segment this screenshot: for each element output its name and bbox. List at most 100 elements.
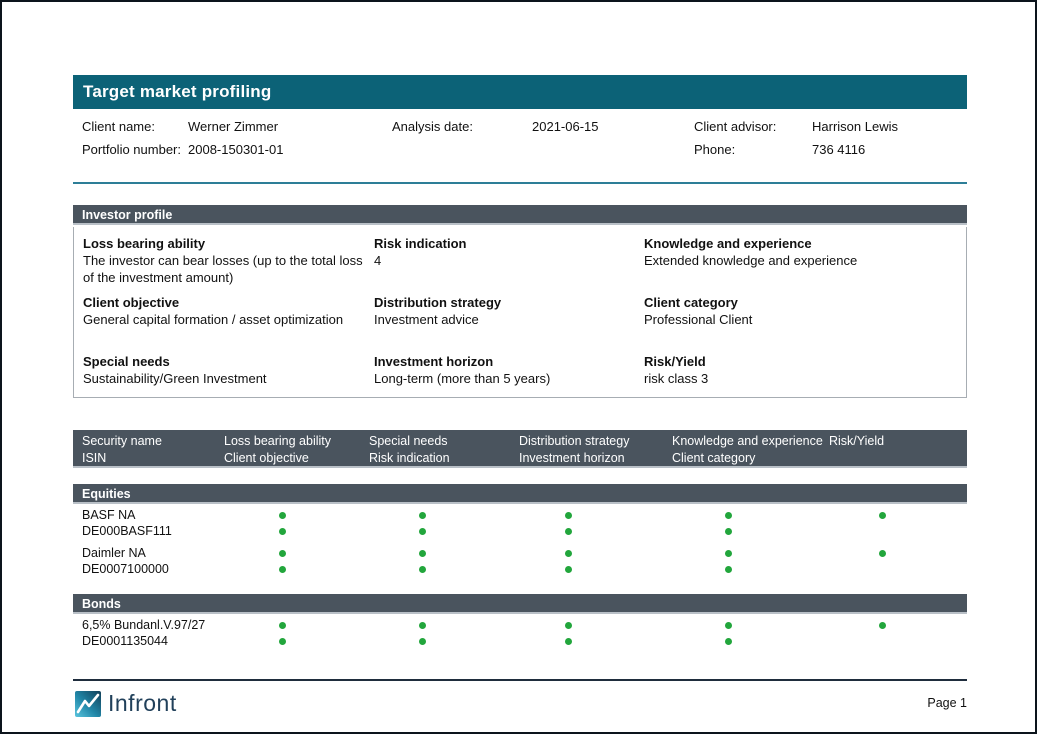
column-label: Security name xyxy=(82,434,162,448)
match-dot xyxy=(725,566,732,573)
field-label: Loss bearing ability xyxy=(83,236,206,251)
analysis-date-label: Analysis date: xyxy=(392,119,473,134)
match-dot xyxy=(565,566,572,573)
security-isin: DE000BASF111 xyxy=(82,524,172,538)
bonds-rows: 6,5% Bundanl.V.97/27 DE0001135044 xyxy=(73,618,967,658)
client-info-row: Client name: Werner Zimmer Analysis date… xyxy=(73,119,967,135)
column-label: Loss bearing ability xyxy=(224,434,332,448)
brand-logo: Infront xyxy=(75,690,177,717)
field-value: Extended knowledge and experience xyxy=(644,253,858,268)
field-label: Knowledge and experience xyxy=(644,236,812,251)
field-value: The investor can bear losses (up to the … xyxy=(83,253,363,285)
field-value: Sustainability/Green Investment xyxy=(83,371,267,386)
page-title: Target market profiling xyxy=(73,75,967,109)
infront-logo-icon xyxy=(75,690,101,717)
analysis-date-value: 2021-06-15 xyxy=(532,119,599,134)
security-name: Daimler NA xyxy=(82,546,146,560)
match-dot xyxy=(565,622,572,629)
column-label: Investment horizon xyxy=(519,451,625,465)
match-dot xyxy=(725,622,732,629)
bonds-group-header: Bonds xyxy=(73,594,967,614)
match-dot xyxy=(279,622,286,629)
field-risk-indication: Risk indication 4 xyxy=(374,235,634,269)
column-label: Knowledge and experience xyxy=(672,434,823,448)
dot-line xyxy=(73,550,967,558)
field-investment-horizon: Investment horizon Long-term (more than … xyxy=(374,353,634,387)
field-value: Professional Client xyxy=(644,312,753,327)
match-dot xyxy=(419,638,426,645)
portfolio-number-label: Portfolio number: xyxy=(82,142,181,157)
security-name: 6,5% Bundanl.V.97/27 xyxy=(82,618,206,632)
footer: Infront Page 1 xyxy=(73,688,967,728)
table-row: Daimler NA DE0007100000 xyxy=(73,546,967,580)
equities-group-header: Equities xyxy=(73,484,967,504)
equities-rows: BASF NA DE000BASF111 Daimler NA DE000710… xyxy=(73,508,967,588)
phone-value: 736 4116 xyxy=(812,142,866,157)
column-label: Client objective xyxy=(224,451,309,465)
match-dot xyxy=(279,512,286,519)
table-row: 6,5% Bundanl.V.97/27 DE0001135044 xyxy=(73,618,967,652)
footer-divider xyxy=(73,679,967,681)
security-isin: DE0001135044 xyxy=(82,634,168,648)
client-info-row: Portfolio number: 2008-150301-01 Phone: … xyxy=(73,142,967,158)
match-dot xyxy=(565,512,572,519)
field-label: Client objective xyxy=(83,295,180,310)
match-dot xyxy=(725,550,732,557)
report-content: Target market profiling Client name: Wer… xyxy=(73,75,967,732)
dot-line xyxy=(73,512,967,520)
column-label: Client category xyxy=(672,451,756,465)
dot-line xyxy=(73,566,967,574)
field-label: Special needs xyxy=(83,354,170,369)
security-name: BASF NA xyxy=(82,508,136,522)
match-dot xyxy=(879,512,886,519)
match-dot xyxy=(879,622,886,629)
field-label: Risk/Yield xyxy=(644,354,706,369)
dot-line xyxy=(73,638,967,646)
brand-name: Infront xyxy=(108,690,177,716)
field-label: Distribution strategy xyxy=(374,295,502,310)
field-value: General capital formation / asset optimi… xyxy=(83,312,344,327)
match-dot xyxy=(565,638,572,645)
portfolio-number-value: 2008-150301-01 xyxy=(188,142,284,157)
client-name-value: Werner Zimmer xyxy=(188,119,279,134)
match-dot xyxy=(879,550,886,557)
column-label: Risk indication xyxy=(369,451,450,465)
column-label: ISIN xyxy=(82,451,107,465)
securities-table-header: Security name ISIN Loss bearing ability … xyxy=(73,430,967,468)
header-divider xyxy=(73,182,967,184)
match-dot xyxy=(725,638,732,645)
match-dot xyxy=(419,622,426,629)
dot-line xyxy=(73,528,967,536)
column-label: Special needs xyxy=(369,434,448,448)
match-dot xyxy=(419,512,426,519)
field-client-category: Client category Professional Client xyxy=(644,294,954,328)
field-value: 4 xyxy=(374,253,382,268)
security-isin: DE0007100000 xyxy=(82,562,169,576)
column-label: Distribution strategy xyxy=(519,434,630,448)
field-value: risk class 3 xyxy=(644,371,709,386)
field-risk-yield: Risk/Yield risk class 3 xyxy=(644,353,954,387)
client-name-label: Client name: xyxy=(82,119,155,134)
investor-profile-header: Investor profile xyxy=(73,205,967,225)
field-distribution-strategy: Distribution strategy Investment advice xyxy=(374,294,634,328)
column-label: Risk/Yield xyxy=(829,434,885,448)
investor-profile-box: Loss bearing ability The investor can be… xyxy=(73,227,967,398)
match-dot xyxy=(419,566,426,573)
match-dot xyxy=(725,512,732,519)
field-special-needs: Special needs Sustainability/Green Inves… xyxy=(83,353,365,387)
dot-line xyxy=(73,622,967,630)
field-client-objective: Client objective General capital formati… xyxy=(83,294,365,328)
field-label: Investment horizon xyxy=(374,354,494,369)
match-dot xyxy=(565,550,572,557)
match-dot xyxy=(725,528,732,535)
field-value: Long-term (more than 5 years) xyxy=(374,371,551,386)
match-dot xyxy=(279,528,286,535)
field-label: Client category xyxy=(644,295,738,310)
phone-label: Phone: xyxy=(694,142,736,157)
field-label: Risk indication xyxy=(374,236,467,251)
client-advisor-label: Client advisor: xyxy=(694,119,777,134)
investor-profile-grid: Loss bearing ability The investor can be… xyxy=(74,227,966,397)
match-dot xyxy=(279,566,286,573)
page-number: Page 1 xyxy=(927,696,967,710)
